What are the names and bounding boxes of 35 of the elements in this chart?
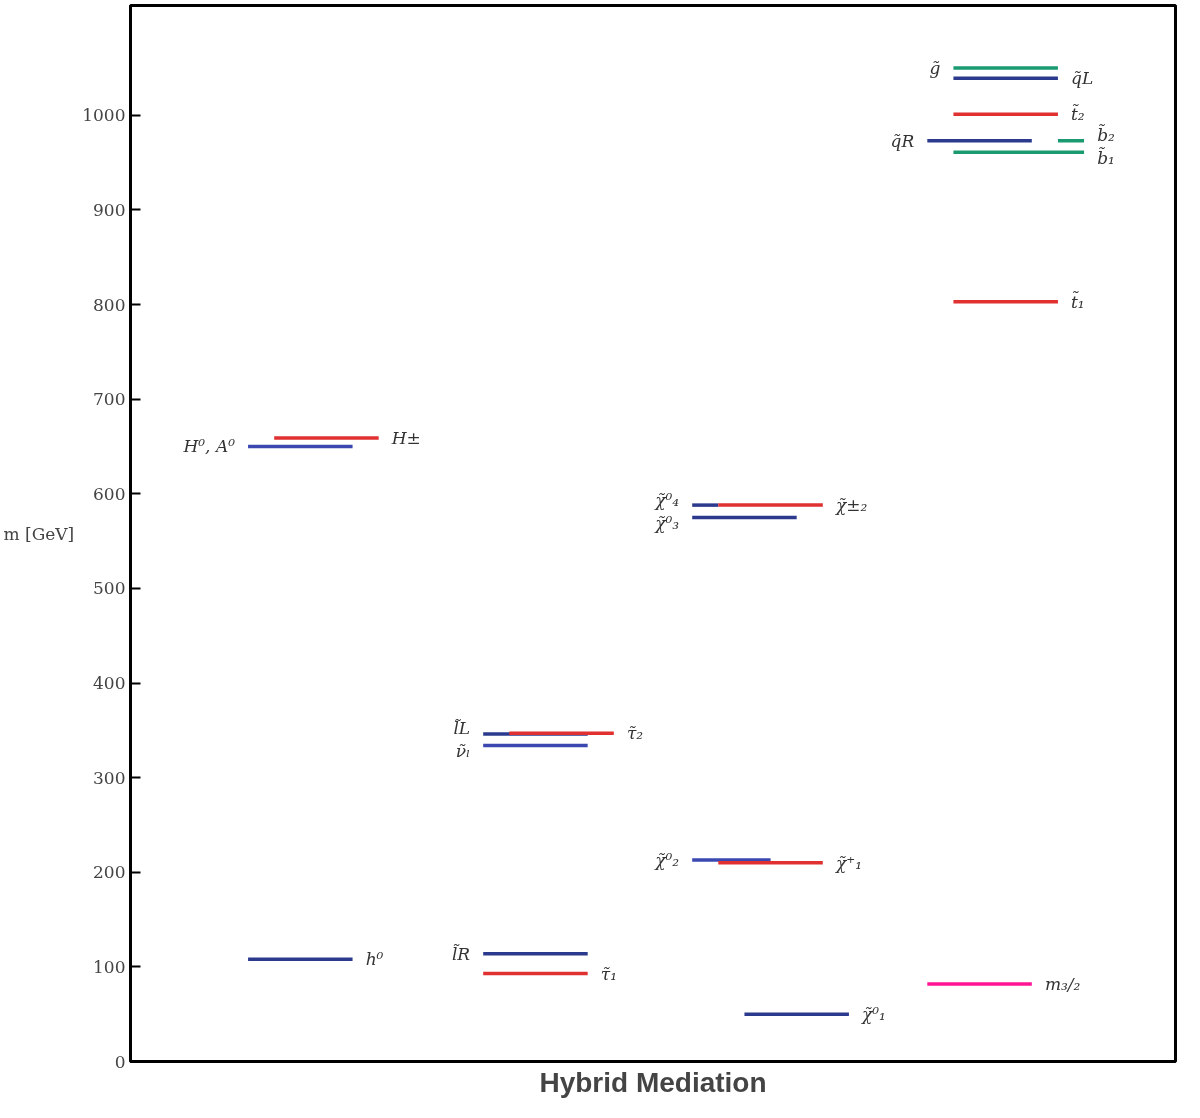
y-tick-label: 900 (93, 199, 126, 220)
series-label: l̃L (453, 718, 471, 739)
series-label: ν̃ₗ (455, 741, 471, 762)
series-label: l̃R (451, 943, 471, 964)
series-label: χ̃⁺₁ (834, 852, 862, 873)
series-label: t̃₂ (1071, 103, 1085, 125)
y-tick-label: 300 (93, 767, 126, 788)
series-label: χ̃⁰₃ (654, 512, 680, 533)
series-label: q̃R (890, 130, 915, 151)
series-label: χ̃⁰₁ (861, 1004, 886, 1025)
series-label: b̃₁ (1097, 147, 1115, 168)
series-label: χ̃±₂ (834, 495, 868, 516)
y-tick-label: 200 (93, 862, 126, 883)
x-axis-title: Hybrid Mediation (539, 1066, 767, 1098)
y-tick-label: 600 (93, 483, 126, 504)
series-label: q̃L (1071, 68, 1094, 89)
series-label: b̃₂ (1097, 124, 1116, 146)
series-label: χ̃⁰₂ (654, 849, 680, 870)
y-tick-label: 500 (93, 578, 126, 599)
series-label: m₃/₂ (1044, 973, 1081, 994)
series-label: H⁰, A⁰ (182, 436, 236, 457)
y-tick-label: 0 (114, 1051, 126, 1072)
y-tick-label: 1000 (82, 105, 126, 126)
y-tick-label: 400 (93, 673, 126, 694)
series-label: τ̃₁ (600, 963, 617, 984)
series-label: τ̃₂ (626, 723, 644, 744)
y-tick-label: 800 (93, 294, 126, 315)
y-tick-label: 100 (93, 956, 126, 977)
series-label: t̃₁ (1071, 290, 1085, 312)
y-axis-title: m [GeV] (3, 523, 75, 544)
series-label: h⁰ (365, 949, 384, 970)
series-label: g̃ (929, 57, 941, 78)
series-label: H± (390, 427, 421, 448)
series-label: χ̃⁰₄ (654, 489, 680, 510)
y-tick-label: 700 (93, 389, 126, 410)
